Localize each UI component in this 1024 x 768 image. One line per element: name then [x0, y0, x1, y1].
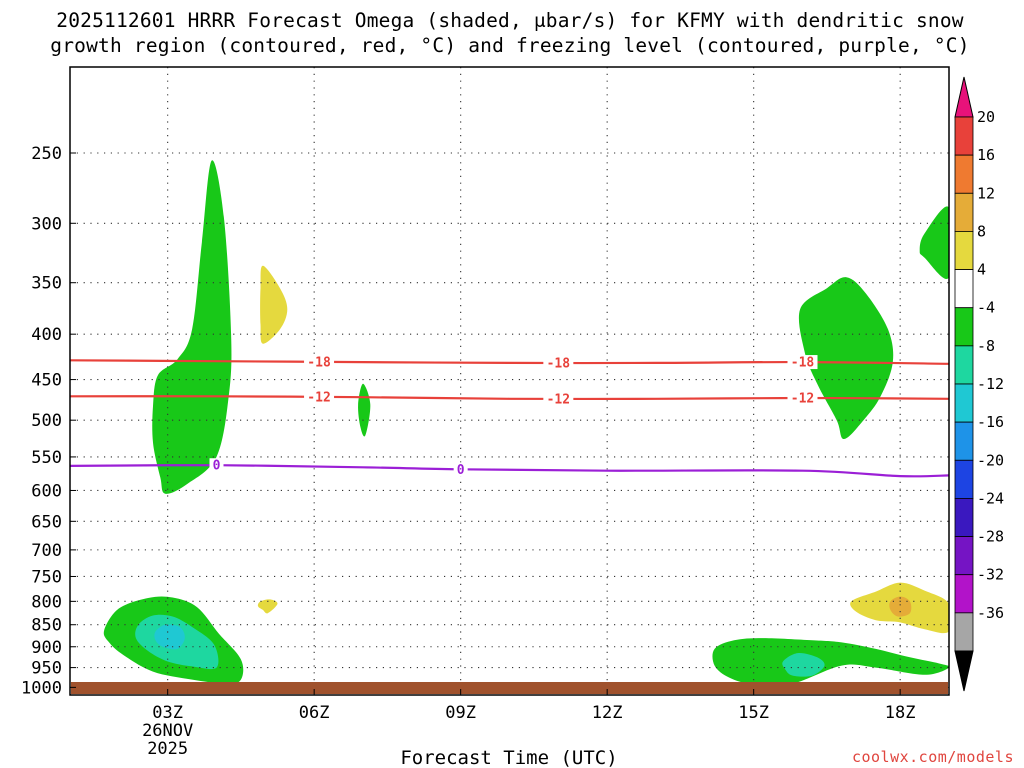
- contour-label-bg: [304, 354, 335, 369]
- x-axis-title: Forecast Time (UTC): [400, 747, 617, 768]
- contour-label-bg: [304, 389, 335, 404]
- colorbar-swatch: [954, 498, 974, 537]
- colorbar: 20 16 12 8 4 -4 -8 -12 -16 -20 -24 -28 -32 -36: [954, 76, 1004, 692]
- y-tick-label: 950: [31, 659, 62, 679]
- colorbar-label: -36: [977, 604, 1004, 622]
- omega-region-5: [257, 599, 278, 614]
- colorbar-label: -8: [977, 337, 995, 355]
- colorbar-label: -12: [977, 375, 1004, 393]
- colorbar-swatch: [954, 421, 974, 461]
- colorbar-swatch: [954, 383, 974, 423]
- colorbar-swatch: [954, 154, 974, 194]
- contour-label-bg: [543, 355, 574, 370]
- x-tick-year-label: 2025: [147, 739, 188, 759]
- colorbar-label: -32: [977, 566, 1004, 584]
- colorbar-label: -20: [977, 451, 1004, 469]
- colorbar-swatch: [954, 307, 974, 347]
- contour-label: 0: [213, 459, 221, 474]
- colorbar-swatch: [954, 116, 974, 156]
- y-tick-label: 400: [31, 325, 62, 345]
- contour-label: -12: [307, 390, 330, 405]
- contour-label-bg: [787, 390, 818, 405]
- colorbar-swatch: [954, 536, 974, 576]
- colorbar-bottom-arrow: [954, 650, 974, 692]
- contour-label: 0: [457, 463, 465, 478]
- contour-label-bg: [209, 458, 224, 473]
- colorbar-label: 8: [977, 222, 986, 240]
- colorbar-label: -28: [977, 528, 1004, 546]
- contour-label-bg: [453, 462, 468, 477]
- colorbar-swatch: [954, 269, 974, 309]
- contour-label: -12: [547, 392, 570, 407]
- x-tick-label: 09Z: [445, 703, 476, 723]
- y-tick-label: 700: [31, 541, 62, 561]
- x-tick-label: 15Z: [738, 703, 769, 723]
- colorbar-label: -4: [977, 299, 995, 317]
- colorbar-label: -24: [977, 489, 1004, 507]
- watermark-text: coolwx.com/models: [851, 748, 1014, 766]
- omega-region-0: [152, 160, 232, 494]
- x-tick-label: 18Z: [885, 703, 916, 723]
- contour-label: -12: [791, 391, 814, 406]
- y-axis: 2503003504004505005506006507007508008509…: [21, 144, 76, 698]
- contour-label: -18: [307, 355, 331, 370]
- contour-label: -18: [547, 356, 571, 371]
- colorbar-label: 4: [977, 261, 986, 279]
- x-tick-date-label: 26NOV: [142, 721, 193, 741]
- colorbar-label: -16: [977, 413, 1004, 431]
- contour-label: -18: [791, 356, 815, 371]
- omega-region-10: [782, 652, 825, 677]
- omega-shaded-regions: [103, 160, 949, 686]
- omega-region-12: [889, 596, 912, 617]
- x-tick-label: 06Z: [299, 703, 330, 723]
- chart-title-line2: growth region (contoured, red, °C) and f…: [50, 34, 970, 57]
- omega-region-8: [154, 624, 185, 650]
- y-tick-label: 350: [31, 274, 62, 294]
- y-tick-label: 600: [31, 481, 62, 501]
- terrain-band: [71, 682, 948, 694]
- y-tick-label: 250: [31, 144, 62, 164]
- grid-lines: [70, 67, 949, 695]
- colorbar-swatch: [954, 231, 974, 270]
- omega-region-1: [260, 265, 288, 344]
- colorbar-top-arrow: [954, 76, 974, 118]
- y-tick-label: 550: [31, 448, 62, 468]
- y-tick-label: 900: [31, 638, 62, 658]
- y-tick-label: 300: [31, 214, 62, 234]
- y-tick-label: 650: [31, 512, 62, 532]
- y-tick-label: 500: [31, 411, 62, 431]
- y-tick-label: 1000: [21, 678, 62, 698]
- colorbar-label: 12: [977, 184, 995, 202]
- y-tick-label: 750: [31, 567, 62, 587]
- colorbar-swatch: [954, 192, 974, 232]
- colorbar-label: 16: [977, 146, 995, 164]
- chart-title-line1: 2025112601 HRRR Forecast Omega (shaded, …: [56, 9, 964, 32]
- colorbar-swatch: [954, 612, 974, 652]
- colorbar-swatch: [954, 459, 974, 499]
- plot-frame: [69, 66, 950, 696]
- contour-label-bg: [543, 391, 574, 406]
- y-tick-label: 800: [31, 592, 62, 612]
- y-tick-label: 450: [31, 371, 62, 391]
- contour-label-bg: [787, 355, 818, 370]
- temperature-contours: -18 -18 -18 -12 -12 -12 0 0: [69, 354, 950, 478]
- x-tick-label: 12Z: [592, 703, 623, 723]
- y-tick-label: 850: [31, 616, 62, 636]
- colorbar-label: 20: [977, 108, 995, 126]
- colorbar-swatch: [954, 345, 974, 385]
- omega-region-9: [712, 638, 949, 686]
- chart-title: 2025112601 HRRR Forecast Omega (shaded, …: [0, 8, 1020, 58]
- x-tick-label: 03Z: [152, 703, 183, 723]
- omega-region-4: [919, 206, 949, 279]
- colorbar-swatch: [954, 574, 974, 614]
